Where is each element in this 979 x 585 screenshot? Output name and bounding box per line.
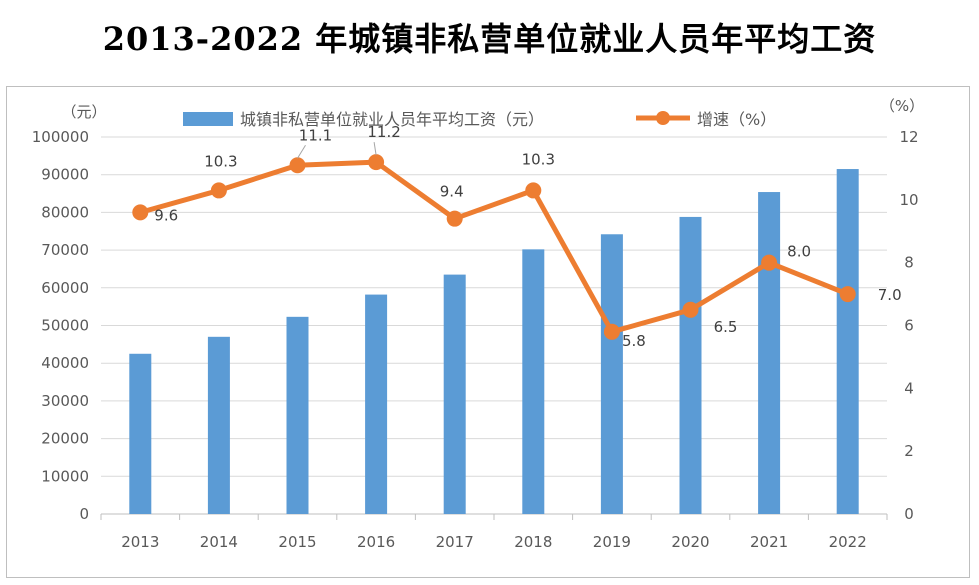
y-left-tick-label: 90000 [41,166,89,184]
y-right-tick-label: 8 [904,254,914,272]
y-left-tick-label: 20000 [41,430,89,448]
growth-marker [210,182,227,199]
growth-marker [289,157,306,174]
y-left-tick-label: 40000 [41,354,89,372]
growth-marker [132,204,149,221]
y-right-unit: （%） [880,97,924,115]
y-right-tick-label: 10 [899,191,918,209]
y-right-tick-label: 12 [899,128,918,146]
wage-bar [365,294,388,514]
wage-bar [207,336,230,514]
label-leader-line [373,142,377,156]
x-tick-label: 2017 [436,533,474,551]
y-left-tick-label: 70000 [41,241,89,259]
growth-data-label: 9.6 [154,206,178,224]
x-tick-label: 2021 [750,533,788,551]
legend-label-line: 增速（%） [697,110,776,129]
x-tick-label: 2020 [671,533,709,551]
y-left-tick-label: 10000 [41,467,89,485]
growth-data-label: 10.3 [522,150,555,168]
chart-frame [6,86,970,578]
legend-swatch-bar [183,112,233,126]
growth-data-label: 8.0 [787,243,811,261]
growth-marker [446,210,463,227]
growth-marker [368,154,385,171]
x-tick-label: 2018 [514,533,552,551]
wage-bar [443,274,466,514]
y-right-tick-label: 4 [904,379,914,397]
growth-data-label: 9.4 [440,183,464,201]
y-left-tick-label: 80000 [41,203,89,221]
growth-data-label: 6.5 [714,318,738,336]
growth-data-label: 5.8 [622,332,646,350]
legend-label-bar: 城镇非私营单位就业人员年平均工资（元） [240,110,544,129]
y-left-tick-label: 30000 [41,392,89,410]
growth-marker [839,286,856,303]
wage-bar [286,316,309,514]
x-tick-label: 2022 [829,533,867,551]
wage-bar [758,192,781,515]
x-tick-label: 2019 [593,533,631,551]
growth-marker [761,254,778,271]
page-title: 2013-2022 年城镇非私营单位就业人员年平均工资 [102,20,877,58]
x-tick-label: 2016 [357,533,395,551]
y-left-unit: （元） [61,103,106,121]
wage-bar [522,249,545,514]
x-tick-label: 2014 [200,533,238,551]
growth-marker [603,323,620,340]
y-left-tick-label: 100000 [32,128,89,146]
legend-swatch-marker [656,111,670,125]
wage-bar [129,353,152,514]
y-left-tick-label: 0 [79,505,89,523]
y-right-tick-label: 6 [904,317,914,335]
y-left-tick-label: 60000 [41,279,89,297]
growth-data-label: 10.3 [204,152,237,170]
wage-bar [679,216,702,514]
growth-data-label: 11.2 [367,123,400,141]
growth-marker [525,182,542,199]
wage-bar [836,169,859,515]
wage-bar [600,234,623,515]
y-right-tick-label: 0 [904,505,914,523]
y-left-tick-label: 50000 [41,317,89,335]
x-tick-label: 2013 [121,533,159,551]
x-tick-label: 2015 [278,533,316,551]
growth-data-label: 7.0 [878,286,902,304]
label-leader-line [297,145,306,159]
growth-line [137,159,851,335]
growth-data-label: 11.1 [299,126,332,144]
growth-marker [682,301,699,318]
y-right-tick-label: 2 [904,442,914,460]
